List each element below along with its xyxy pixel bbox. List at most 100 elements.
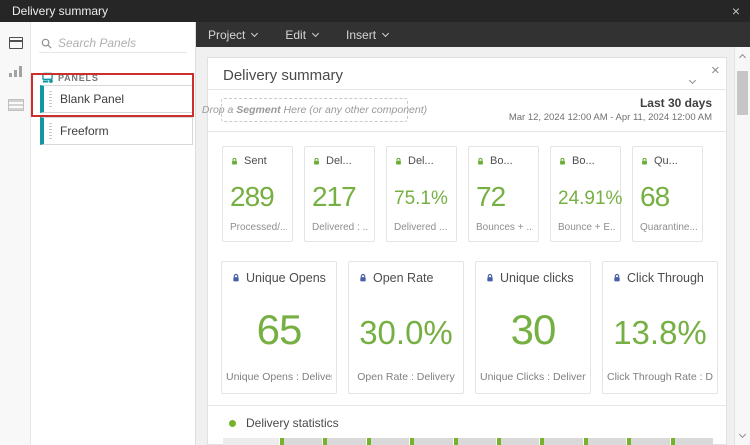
- metrics-row-large: Unique Opens 65 Unique Opens : Delivery …: [221, 261, 718, 394]
- divider: [208, 89, 726, 90]
- lock-icon: [478, 157, 483, 164]
- metric-title: Del...: [408, 155, 434, 167]
- lock-icon: [233, 273, 239, 282]
- panels-rail-icon[interactable]: [9, 37, 23, 49]
- table-header-strip: [223, 438, 714, 445]
- delivery-statistics-title: Delivery statistics: [246, 416, 339, 430]
- table-column-header: [280, 438, 323, 445]
- metric-title: Sent: [244, 155, 267, 167]
- window-title: Delivery summary: [12, 4, 109, 18]
- visualizations-rail-icon[interactable]: [9, 66, 23, 77]
- metric-card-unique-opens[interactable]: Unique Opens 65 Unique Opens : Delivery: [221, 261, 337, 394]
- metrics-row-small: Sent 289 Processed/... Del... 217 Delive…: [222, 146, 703, 242]
- metric-card-unique-clicks[interactable]: Unique clicks 30 Unique Clicks : Deliver…: [475, 261, 591, 394]
- scrollbar[interactable]: [734, 47, 750, 445]
- table-column-header: [366, 438, 410, 445]
- divider: [208, 131, 726, 132]
- metric-subtitle: Unique Opens : Delivery: [226, 371, 332, 383]
- sidebar-item-freeform[interactable]: Freeform: [40, 117, 193, 145]
- scroll-down-icon[interactable]: [735, 429, 750, 443]
- metric-value: 217: [312, 181, 357, 212]
- metric-value: 30.0%: [359, 314, 453, 351]
- metric-subtitle: Unique Clicks : Delivery: [480, 371, 586, 383]
- table-column-header: [627, 438, 670, 445]
- metric-subtitle: Open Rate : Delivery: [357, 371, 455, 383]
- metric-value: 13.8%: [613, 314, 707, 351]
- scroll-up-icon[interactable]: [735, 49, 750, 63]
- drag-handle-icon: [49, 91, 52, 107]
- metric-title: Open Rate: [373, 271, 434, 285]
- delivery-summary-panel: Delivery summary × Drop a Segment Here (…: [202, 57, 727, 445]
- metric-subtitle: Bounce + E...: [558, 222, 615, 233]
- divider: [208, 405, 726, 406]
- metric-value: 72: [476, 181, 506, 212]
- lock-icon: [232, 157, 237, 164]
- panel-title: Delivery summary: [223, 67, 344, 84]
- metric-value: 24.91%: [558, 188, 623, 209]
- metric-card-quarantine[interactable]: Qu... 68 Quarantine...: [632, 146, 703, 242]
- chevron-down-icon: [251, 29, 259, 37]
- table-column-header: [583, 438, 627, 445]
- metric-card-sent[interactable]: Sent 289 Processed/...: [222, 146, 293, 242]
- metric-value: 289: [230, 181, 275, 212]
- panels-section-label: PANELS: [58, 72, 99, 83]
- sidebar-item-blank-panel[interactable]: Blank Panel: [40, 85, 193, 113]
- table-column-header: [670, 438, 714, 445]
- menu-edit-label: Edit: [285, 27, 307, 42]
- window-close-icon[interactable]: ×: [731, 3, 740, 19]
- menu-project-label: Project: [208, 27, 246, 42]
- panels-section-header: PANELS: [42, 72, 99, 83]
- delivery-statistics-header: Delivery statistics: [229, 416, 339, 430]
- lock-icon: [314, 157, 319, 164]
- panels-sidebar: PANELS Blank Panel Freeform: [31, 22, 196, 445]
- metric-card-click-through[interactable]: Click Through ... 13.8% Click Through Ra…: [602, 261, 718, 394]
- metric-title: Qu...: [654, 155, 678, 167]
- metric-card-bounce-rate[interactable]: Bo... 24.91% Bounce + E...: [550, 146, 623, 242]
- table-column-header: [453, 438, 497, 445]
- date-range-label: Last 30 days: [639, 96, 712, 110]
- metric-title: Unique Opens: [246, 271, 326, 285]
- metric-subtitle: Quarantine...: [640, 222, 697, 233]
- search-icon: [41, 38, 52, 49]
- scrollbar-thumb[interactable]: [737, 71, 748, 115]
- metric-value: 68: [640, 181, 670, 212]
- metric-card-bounces[interactable]: Bo... 72 Bounces + ...: [468, 146, 539, 242]
- lock-icon: [360, 273, 366, 282]
- chevron-down-icon: [382, 29, 390, 37]
- metric-title: Del...: [326, 155, 352, 167]
- metric-subtitle: Delivered : ...: [312, 222, 369, 233]
- metric-card-delivered[interactable]: Del... 217 Delivered : ...: [304, 146, 375, 242]
- chevron-down-icon: [312, 29, 320, 37]
- lock-icon: [614, 273, 620, 282]
- menu-edit[interactable]: Edit: [285, 27, 320, 42]
- divider: [39, 52, 187, 53]
- table-column-header: [323, 438, 366, 445]
- metric-subtitle: Click Through Rate : D...: [607, 371, 713, 383]
- panel-collapse-icon[interactable]: [688, 70, 697, 88]
- table-column-header: [410, 438, 453, 445]
- metric-card-delivery-rate[interactable]: Del... 75.1% Delivered ...: [386, 146, 457, 242]
- lock-icon: [642, 157, 647, 164]
- dropzone-text: Drop a Segment Here (or any other compon…: [201, 104, 428, 116]
- window-titlebar: Delivery summary ×: [0, 0, 750, 22]
- components-rail-icon[interactable]: [8, 99, 24, 111]
- panels-icon: [42, 72, 53, 83]
- metric-card-open-rate[interactable]: Open Rate 30.0% Open Rate : Delivery: [348, 261, 464, 394]
- search-row: [41, 33, 187, 53]
- metric-title: Bo...: [490, 155, 513, 167]
- segment-drop-zone[interactable]: Drop a Segment Here (or any other compon…: [202, 98, 427, 122]
- metric-title: Bo...: [572, 155, 595, 167]
- menu-project[interactable]: Project: [208, 27, 259, 42]
- metric-title: Click Through ...: [627, 271, 708, 285]
- date-range-selector[interactable]: Last 30 days Mar 12, 2024 12:00 AM - Apr…: [509, 96, 712, 123]
- metric-subtitle: Delivered ...: [394, 222, 448, 233]
- table-column-header: [540, 438, 583, 445]
- panel-close-icon[interactable]: ×: [711, 62, 720, 79]
- search-panels-input[interactable]: [58, 36, 187, 50]
- metric-value: 30: [510, 306, 557, 353]
- metric-title: Unique clicks: [500, 271, 574, 285]
- metric-subtitle: Bounces + ...: [476, 222, 533, 233]
- menu-insert[interactable]: Insert: [346, 28, 390, 42]
- sidebar-item-label: Freeform: [60, 124, 109, 138]
